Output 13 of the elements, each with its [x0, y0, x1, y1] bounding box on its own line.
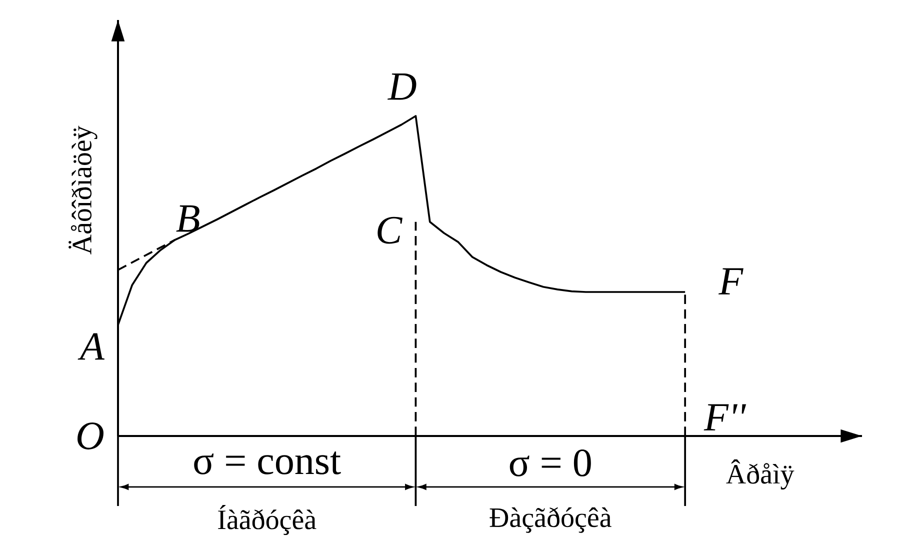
text: F: [718, 268, 744, 294]
text: F'': [704, 404, 746, 430]
y-axis-title: Äåôîðìàöèÿ: [68, 126, 98, 254]
annotation: C: [378, 216, 402, 244]
text: O: [78, 422, 104, 450]
text: σ = 0: [510, 449, 591, 476]
x-axis-title: Âðåìÿ: [726, 459, 794, 490]
text: Íàãðóçêà: [218, 505, 316, 535]
annotation: B: [176, 205, 200, 232]
text: Ðàçãðóçêà: [490, 507, 612, 533]
text: σ = const: [194, 451, 341, 474]
text: D: [388, 73, 416, 100]
text: A: [78, 333, 105, 360]
